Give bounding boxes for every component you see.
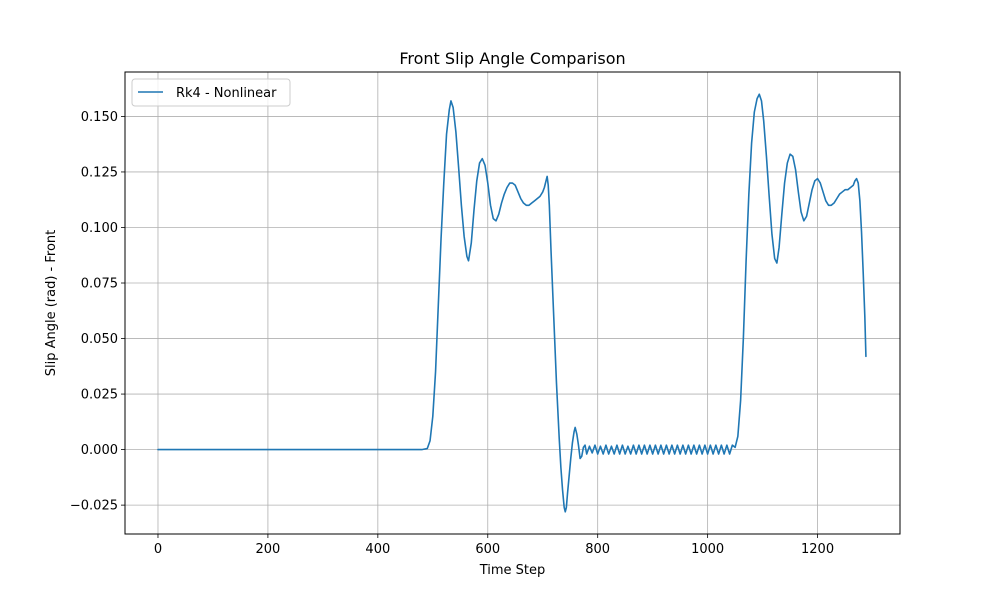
- y-tick-label: 0.125: [81, 165, 118, 180]
- x-tick-label: 0: [154, 542, 162, 557]
- x-tick-label: 800: [585, 542, 610, 557]
- y-tick-label: 0.150: [81, 110, 118, 125]
- x-axis-label: Time Step: [479, 563, 546, 578]
- y-tick-label: 0.000: [81, 443, 118, 458]
- x-tick-label: 200: [255, 542, 280, 557]
- legend: Rk4 - Nonlinear: [131, 78, 291, 107]
- series-line: [157, 93, 867, 513]
- y-tick-label: −0.025: [70, 499, 118, 514]
- legend-label: Rk4 - Nonlinear: [176, 86, 277, 101]
- series-lines: [157, 93, 867, 513]
- chart-title: Front Slip Angle Comparison: [399, 49, 625, 68]
- y-tick-label: 0.050: [81, 332, 118, 347]
- y-tick-label: 0.100: [81, 221, 118, 236]
- x-tick-label: 1200: [801, 542, 834, 557]
- y-axis-label: Slip Angle (rad) - Front: [44, 230, 59, 377]
- y-tick-label: 0.075: [81, 277, 118, 292]
- x-tick-label: 600: [475, 542, 500, 557]
- x-tick-label: 1000: [691, 542, 724, 557]
- y-tick-label: 0.025: [81, 388, 118, 403]
- axis-ticks: 0 200 400 600 800 1000 1200 −0.025 0.000 0.025 0.0…: [70, 110, 834, 557]
- x-tick-label: 400: [365, 542, 390, 557]
- plot-area-frame: [124, 71, 901, 535]
- legend-box: [131, 78, 291, 107]
